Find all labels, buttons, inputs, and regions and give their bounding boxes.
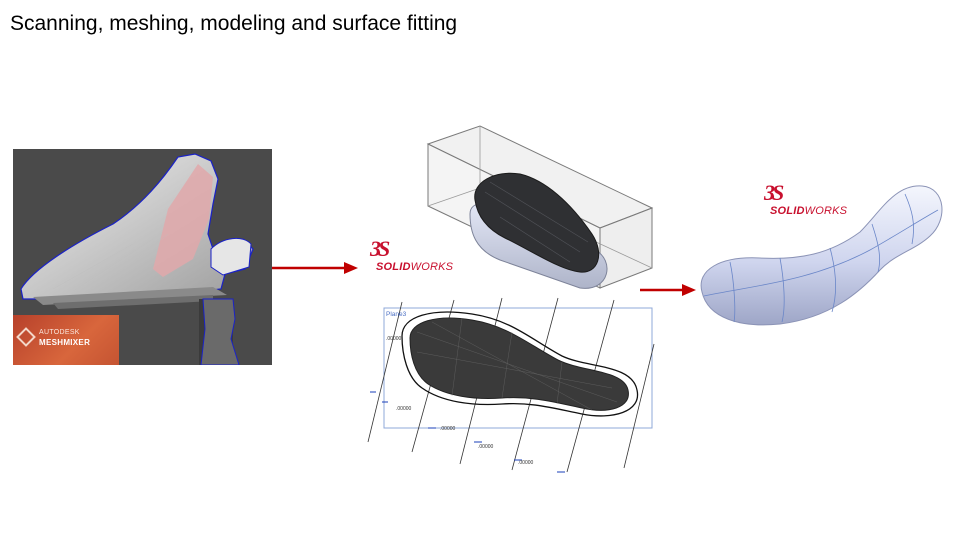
meshmixer-brand-top: AUTODESK: [39, 329, 80, 336]
right-arrow-icon: [640, 284, 696, 296]
dimension-label: .00000: [386, 336, 402, 342]
solidworks-logo: 3S SOLIDWORKS: [370, 236, 470, 280]
solidworks-logo-icon: 3S: [764, 180, 784, 205]
plane-label: Plane3: [386, 311, 407, 318]
solidworks-wordmark: SOLIDWORKS: [376, 261, 454, 273]
meshmixer-logo: AUTODESK MESHMIXER: [13, 315, 119, 365]
solidworks-wordmark: SOLIDWORKS: [770, 205, 848, 217]
solidworks-logo: 3S SOLIDWORKS: [764, 180, 864, 224]
solidworks-sketch-plane: Plane3 .00000 .00000 .00000 .00000 .0000…: [362, 292, 662, 482]
meshmixer-scan-image: AUTODESK MESHMIXER: [13, 149, 272, 365]
sketch-plane-drawing: Plane3 .00000 .00000 .00000 .00000 .0000…: [367, 297, 655, 473]
right-arrow-icon: [272, 262, 358, 274]
solidworks-logo-icon: 3S: [370, 236, 390, 261]
dimension-label: .00000: [478, 444, 494, 450]
fitted-insole-surface: [700, 185, 943, 326]
scanned-foot-mesh: [20, 153, 254, 365]
dimension-label: .00000: [396, 406, 412, 412]
meshmixer-brand-main: MESHMIXER: [39, 338, 91, 347]
solidworks-mold-block: [426, 125, 654, 289]
meshmixer-logo-icon: [16, 327, 36, 347]
dimension-label: .00000: [518, 460, 534, 466]
slide-title: Scanning, meshing, modeling and surface …: [10, 12, 458, 35]
dimension-label: .00000: [440, 426, 456, 432]
